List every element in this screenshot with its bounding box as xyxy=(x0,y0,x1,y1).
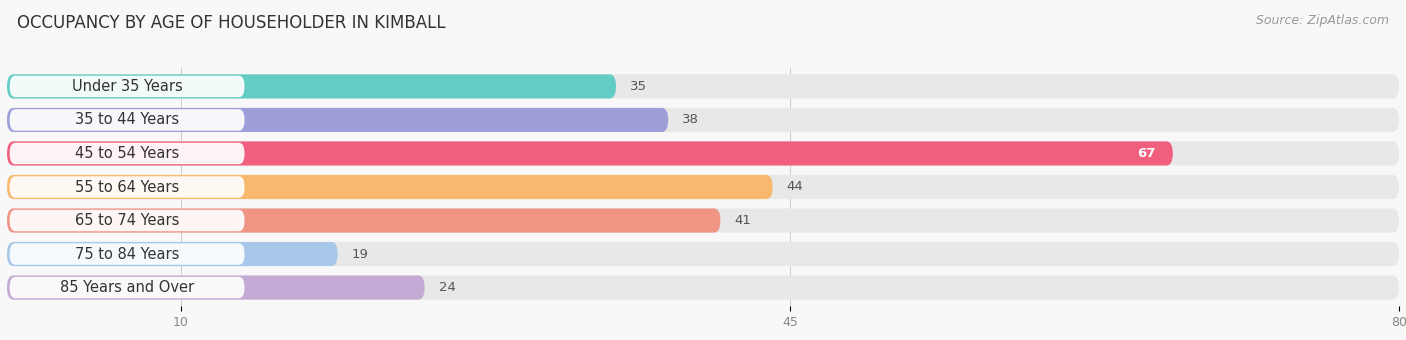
Text: 41: 41 xyxy=(734,214,751,227)
Text: 35 to 44 Years: 35 to 44 Years xyxy=(75,113,179,128)
Text: 65 to 74 Years: 65 to 74 Years xyxy=(75,213,180,228)
Text: OCCUPANCY BY AGE OF HOUSEHOLDER IN KIMBALL: OCCUPANCY BY AGE OF HOUSEHOLDER IN KIMBA… xyxy=(17,14,446,32)
Text: 24: 24 xyxy=(439,281,456,294)
Text: Under 35 Years: Under 35 Years xyxy=(72,79,183,94)
FancyBboxPatch shape xyxy=(10,76,245,97)
Text: 67: 67 xyxy=(1137,147,1156,160)
FancyBboxPatch shape xyxy=(7,141,1173,166)
Text: 55 to 64 Years: 55 to 64 Years xyxy=(75,180,179,194)
FancyBboxPatch shape xyxy=(7,242,1399,266)
FancyBboxPatch shape xyxy=(7,242,337,266)
FancyBboxPatch shape xyxy=(10,176,245,198)
Text: 19: 19 xyxy=(352,248,368,260)
Text: Source: ZipAtlas.com: Source: ZipAtlas.com xyxy=(1256,14,1389,27)
Text: 45 to 54 Years: 45 to 54 Years xyxy=(75,146,179,161)
FancyBboxPatch shape xyxy=(7,208,1399,233)
FancyBboxPatch shape xyxy=(7,275,1399,300)
FancyBboxPatch shape xyxy=(10,143,245,164)
Text: 85 Years and Over: 85 Years and Over xyxy=(60,280,194,295)
Text: 35: 35 xyxy=(630,80,647,93)
FancyBboxPatch shape xyxy=(7,208,720,233)
FancyBboxPatch shape xyxy=(10,210,245,231)
Text: 75 to 84 Years: 75 to 84 Years xyxy=(75,246,180,261)
FancyBboxPatch shape xyxy=(7,141,1399,166)
FancyBboxPatch shape xyxy=(7,74,616,99)
FancyBboxPatch shape xyxy=(7,175,773,199)
FancyBboxPatch shape xyxy=(10,109,245,131)
Text: 38: 38 xyxy=(682,114,699,126)
Text: 44: 44 xyxy=(786,181,803,193)
FancyBboxPatch shape xyxy=(7,275,425,300)
FancyBboxPatch shape xyxy=(7,108,1399,132)
FancyBboxPatch shape xyxy=(7,108,668,132)
FancyBboxPatch shape xyxy=(10,277,245,298)
FancyBboxPatch shape xyxy=(7,74,1399,99)
FancyBboxPatch shape xyxy=(10,243,245,265)
FancyBboxPatch shape xyxy=(7,175,1399,199)
